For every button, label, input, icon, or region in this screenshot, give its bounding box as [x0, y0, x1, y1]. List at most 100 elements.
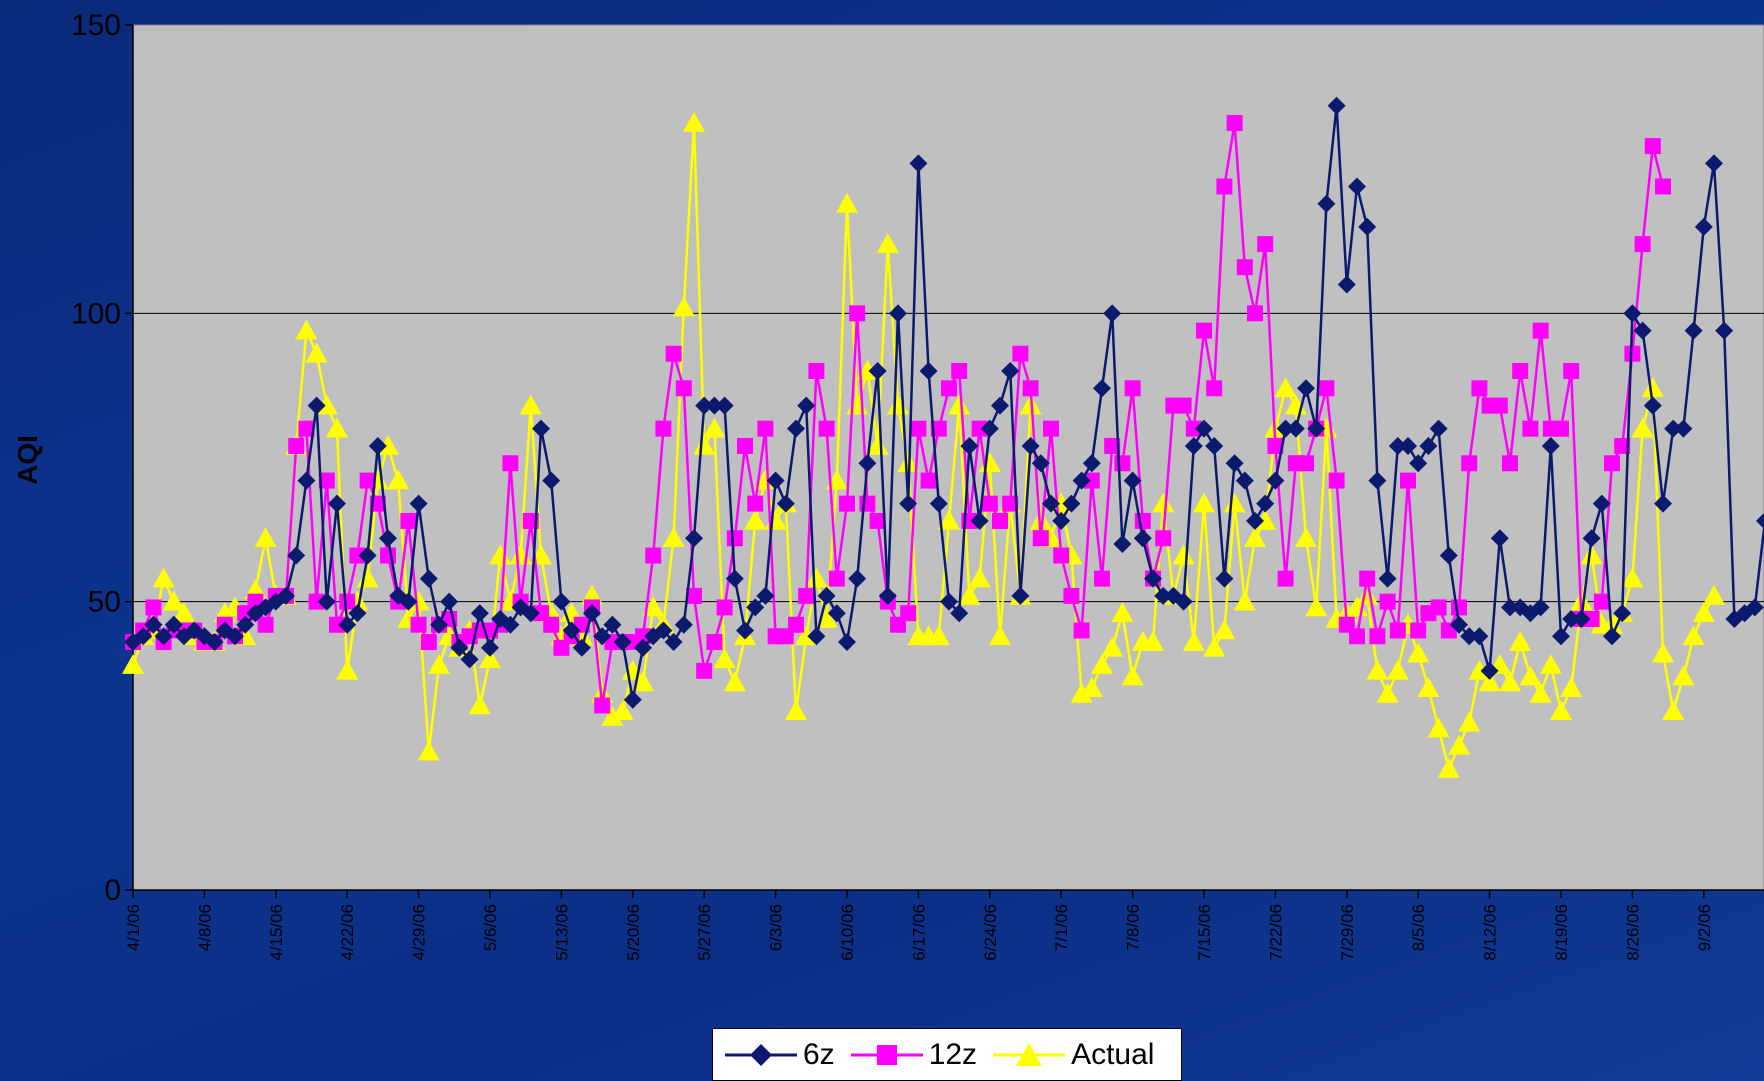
- series-6z-point: [572, 638, 591, 657]
- series-12z-point: [1226, 115, 1243, 132]
- series-actual-point: [1386, 659, 1409, 680]
- series-6z-point: [1286, 419, 1305, 438]
- series-actual-point: [489, 544, 512, 565]
- series-12z-point: [359, 472, 376, 489]
- series-6z-point: [1358, 217, 1377, 236]
- series-6z-point: [450, 638, 469, 657]
- series-12z-point: [1532, 322, 1549, 339]
- legend-label: 12z: [928, 1037, 978, 1071]
- series-6z-point: [725, 569, 744, 588]
- series-12z-point: [747, 495, 764, 512]
- series-6z-point: [1297, 379, 1315, 398]
- series-6z-point: [878, 586, 897, 605]
- series-12z-point: [981, 495, 998, 512]
- series-actual-point: [927, 625, 950, 646]
- series-actual-point: [1111, 602, 1134, 622]
- series-6z-point: [501, 615, 520, 634]
- series-6z-point: [899, 494, 918, 513]
- series-12z-point: [737, 437, 753, 454]
- series-6z-point: [1001, 362, 1020, 380]
- series-12z-point: [1644, 138, 1661, 155]
- series-actual-point: [662, 527, 685, 548]
- series-6z-point: [1184, 436, 1203, 455]
- series-6z-point: [542, 471, 561, 490]
- series-12z-point: [1451, 599, 1467, 616]
- series-actual-point: [1692, 602, 1715, 622]
- series-12z-point: [757, 420, 774, 437]
- series-actual-point: [1152, 492, 1175, 513]
- series-6z-point: [277, 586, 295, 605]
- x-tick-label: 7/29/06: [1338, 904, 1357, 961]
- series-12z-point: [645, 547, 662, 564]
- series-12z-point: [716, 599, 733, 616]
- series-6z-point: [1195, 419, 1213, 438]
- series-actual-point: [1478, 671, 1501, 692]
- y-tick-label: 100: [71, 297, 121, 330]
- series-actual-point: [1070, 682, 1093, 703]
- series-6z-point: [1684, 321, 1703, 340]
- series-actual-point: [152, 567, 175, 588]
- series-6z-point: [460, 650, 479, 669]
- series-12z-point: [1012, 345, 1029, 362]
- series-6z-point: [940, 592, 958, 611]
- series-12z-point: [1155, 530, 1172, 547]
- series-actual-point: [295, 319, 318, 340]
- y-axis-title: AQI: [12, 435, 43, 485]
- series-6z-point: [1664, 419, 1683, 438]
- series-12z-point: [828, 570, 845, 587]
- series-12z-point: [706, 634, 723, 651]
- series-6z-point: [960, 436, 979, 455]
- x-tick-label: 4/22/06: [338, 904, 357, 961]
- series-12z-point: [1277, 570, 1294, 587]
- series-6z-point: [858, 454, 877, 473]
- series-12z-point: [1430, 599, 1447, 616]
- series-6z-point: [1368, 471, 1387, 490]
- series-actual-point: [1193, 492, 1215, 513]
- series-12z-point: [818, 420, 835, 437]
- series-actual-point: [1631, 417, 1654, 438]
- series-6z-point: [889, 304, 907, 323]
- series-actual-point: [1121, 665, 1144, 686]
- series-actual-point: [815, 607, 838, 628]
- series-6z-point: [817, 586, 836, 605]
- series-12z-point: [1318, 380, 1335, 397]
- series-6z-point: [1674, 419, 1693, 438]
- legend-item-actual: Actual: [991, 1038, 1154, 1072]
- series-actual-point: [693, 434, 716, 455]
- series-6z-point: [348, 604, 367, 623]
- series-12z-point: [1073, 622, 1090, 639]
- series-actual-point: [744, 509, 767, 530]
- series-6z-point: [654, 621, 673, 640]
- series-actual-point: [1529, 682, 1552, 703]
- legend-swatch: [993, 1042, 1066, 1066]
- series-6z-point: [1205, 436, 1224, 455]
- series-6z-point: [929, 494, 948, 513]
- series-actual-point: [122, 654, 144, 674]
- series-actual-point: [1499, 671, 1521, 692]
- series-6z-point: [1399, 436, 1417, 455]
- series-12z-point: [502, 455, 519, 472]
- series-12z-point: [808, 363, 825, 379]
- series-actual-point: [1662, 700, 1685, 721]
- series-6z-point: [1756, 512, 1764, 529]
- series-6z-point: [1103, 304, 1122, 323]
- x-tick-label: 6/10/06: [838, 904, 857, 961]
- series-12z-point: [930, 420, 947, 437]
- series-12z-point: [1094, 570, 1110, 587]
- series-6z-point: [1256, 494, 1275, 513]
- series-6z-point: [430, 615, 448, 634]
- series-6z-point: [1592, 494, 1611, 513]
- series-12z-point: [665, 345, 682, 362]
- series-actual-point: [1509, 631, 1532, 651]
- series-12z-point: [1247, 305, 1263, 322]
- series-actual-point: [958, 584, 981, 605]
- series-actual-point: [1244, 527, 1266, 548]
- series-12z-point: [849, 305, 866, 322]
- series-actual-point: [642, 596, 665, 617]
- series-6z-point: [950, 604, 969, 623]
- series-actual-point: [387, 469, 410, 490]
- series-6z-point: [1480, 661, 1499, 680]
- x-tick-label: 5/6/06: [481, 904, 500, 951]
- series-6z-point: [613, 633, 632, 652]
- x-tick-label: 5/20/06: [624, 904, 643, 961]
